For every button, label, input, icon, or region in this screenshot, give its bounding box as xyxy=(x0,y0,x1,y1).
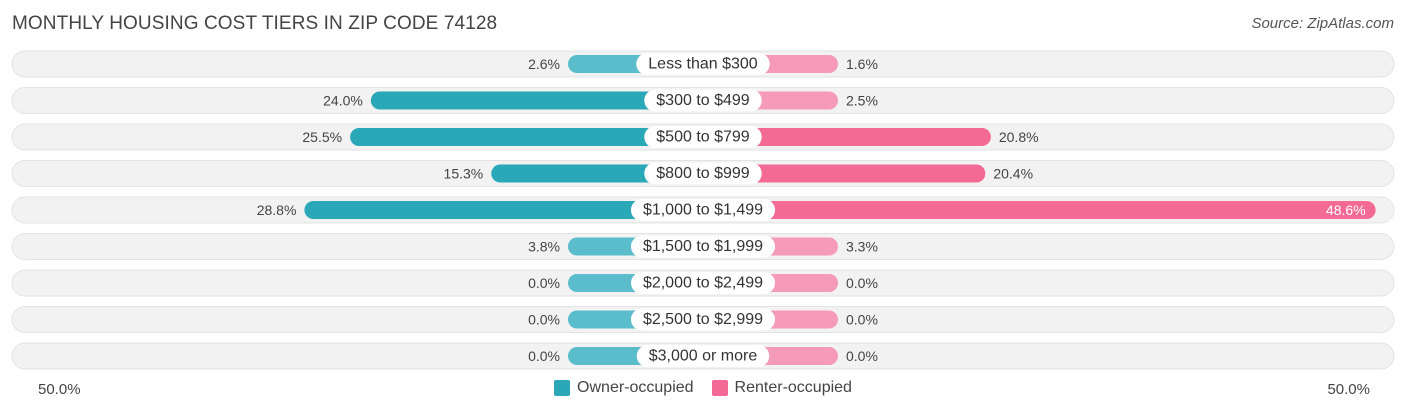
category-pill xyxy=(644,162,762,185)
owner-value-label: 28.8% xyxy=(257,202,297,218)
owner-bar xyxy=(350,128,703,146)
legend-owner-label: Owner-occupied xyxy=(577,379,694,396)
category-label: $800 to $999 xyxy=(656,165,750,182)
category-label: $1,500 to $1,999 xyxy=(643,238,763,255)
category-pill xyxy=(630,308,776,331)
axis-left-label: 50.0% xyxy=(38,381,81,398)
category-label: $3,000 or more xyxy=(649,348,758,365)
renter-value-label: 20.8% xyxy=(999,129,1039,145)
category-label: $300 to $499 xyxy=(656,92,750,109)
category-pill xyxy=(630,272,776,294)
renter-value-label: 1.6% xyxy=(846,56,878,72)
category-pill xyxy=(636,345,770,367)
owner-value-label: 3.8% xyxy=(528,239,560,255)
renter-bar xyxy=(703,201,1376,219)
renter-value-label: 0.0% xyxy=(846,348,878,364)
owner-value-label: 25.5% xyxy=(302,129,342,145)
renter-value-label: 2.5% xyxy=(846,93,878,109)
category-label: $500 to $799 xyxy=(656,129,750,146)
owner-value-label: 0.0% xyxy=(528,312,560,328)
legend-item-renter[interactable]: Renter-occupied xyxy=(711,379,852,397)
owner-bar xyxy=(304,201,703,219)
category-pill xyxy=(636,53,770,75)
owner-value-label: 0.0% xyxy=(528,348,560,364)
category-pill xyxy=(630,199,776,221)
legend-item-owner[interactable]: Owner-occupied xyxy=(554,379,694,397)
renter-bar xyxy=(703,164,986,183)
owner-value-label: 24.0% xyxy=(323,93,363,109)
axis-right-label: 50.0% xyxy=(1327,381,1370,398)
diverging-bar-chart: 2.6% 1.6% Less than $300 24.0% 2.5% $300 to $… xyxy=(11,50,1395,370)
owner-value-label: 15.3% xyxy=(444,166,484,182)
legend-renter-label: Renter-occupied xyxy=(734,379,852,396)
category-pill xyxy=(644,126,762,148)
category-pill xyxy=(630,235,776,258)
renter-value-label: 0.0% xyxy=(846,275,878,291)
legend: Owner-occupied Renter-occupied xyxy=(0,379,1406,397)
owner-value-label: 2.6% xyxy=(528,56,560,72)
owner-swatch xyxy=(554,380,571,396)
chart-title: MONTHLY HOUSING COST TIERS IN ZIP CODE 7… xyxy=(12,13,498,34)
renter-value-label: 3.3% xyxy=(846,239,878,255)
owner-value-label: 0.0% xyxy=(528,275,560,291)
renter-value-label: 20.4% xyxy=(993,166,1033,182)
owner-bar xyxy=(370,91,703,110)
renter-swatch xyxy=(711,380,728,396)
renter-value-label: 48.6% xyxy=(1326,202,1366,218)
source-label: Source: ZipAtlas.com xyxy=(1251,15,1394,32)
category-pill xyxy=(644,89,762,112)
category-label: $2,500 to $2,999 xyxy=(643,311,763,328)
category-label: $1,000 to $1,499 xyxy=(643,202,763,219)
renter-bar xyxy=(703,128,991,146)
category-label: $2,000 to $2,499 xyxy=(643,275,763,292)
renter-value-label: 0.0% xyxy=(846,312,878,328)
category-label: Less than $300 xyxy=(648,56,758,73)
